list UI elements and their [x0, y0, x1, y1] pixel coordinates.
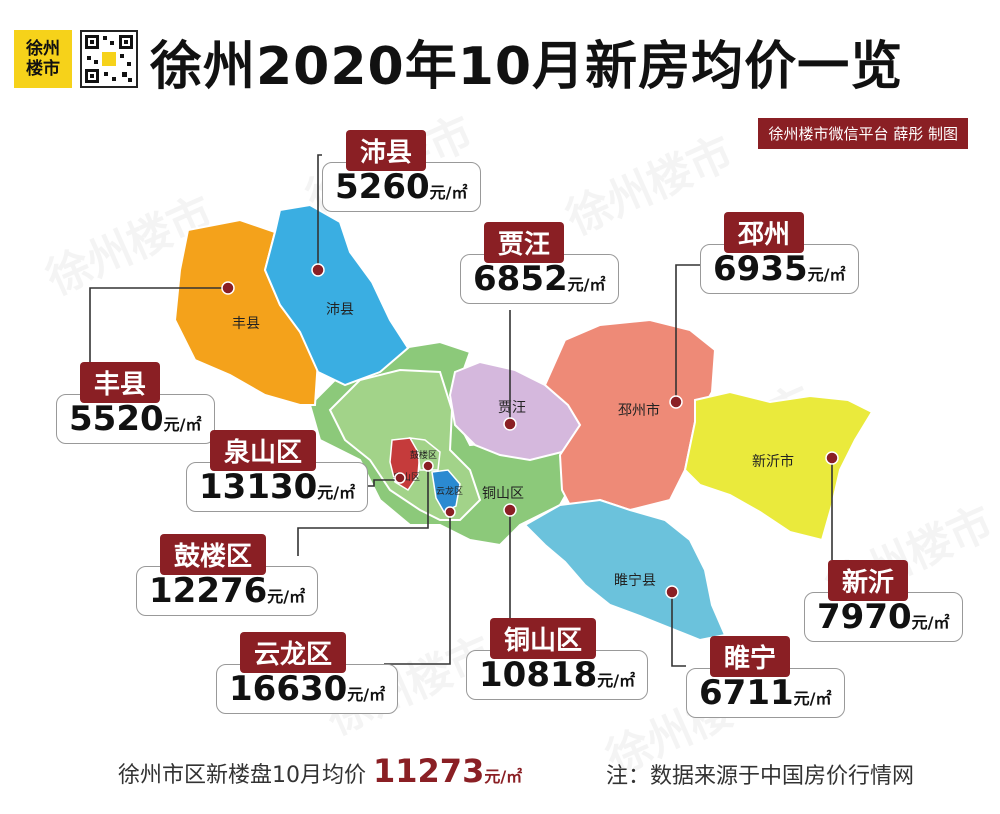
price-unit: 元/㎡ — [793, 689, 832, 708]
district-tag: 鼓楼区 — [160, 534, 267, 575]
leader-line-peixian — [317, 154, 322, 270]
footer-prefix: 徐州市区新楼盘10月均价 — [118, 763, 366, 788]
region-pizhou — [543, 318, 717, 517]
leader-line-suining — [671, 592, 686, 667]
page-title: 徐州2020年10月新房均价一览 — [150, 37, 904, 97]
marker-pizhou — [669, 395, 683, 409]
footer-average: 徐州市区新楼盘10月均价 11273元/㎡ — [118, 752, 522, 790]
region-peixian — [263, 203, 410, 387]
map-label-gulou: 鼓楼区 — [410, 449, 437, 461]
price-value: 7970 — [817, 597, 912, 637]
price-unit: 元/㎡ — [597, 671, 636, 690]
price-unit: 元/㎡ — [317, 483, 356, 502]
logo-line2: 楼市 — [26, 59, 60, 79]
price-value: 16630 — [229, 669, 348, 709]
marker-quanshan — [394, 472, 406, 484]
average-price: 11273 — [373, 752, 485, 790]
price-value: 5260 — [335, 167, 430, 207]
price-value: 5520 — [69, 399, 164, 439]
leader-line-fengxian — [89, 287, 228, 378]
district-tag: 云龙区 — [240, 632, 347, 673]
district-tag: 泉山区 — [210, 430, 317, 471]
qr-code-icon — [80, 30, 138, 88]
marker-peixian — [311, 263, 325, 277]
district-tag: 沛县 — [346, 130, 427, 171]
district-tag: 铜山区 — [490, 618, 597, 659]
price-value: 6852 — [473, 259, 568, 299]
price-unit: 元/㎡ — [567, 275, 606, 294]
price-unit: 元/㎡ — [267, 587, 306, 606]
marker-fengxian — [221, 281, 235, 295]
price-value: 13130 — [199, 467, 318, 507]
price-box: 7970元/㎡ — [804, 592, 963, 642]
price-box: 13130元/㎡ — [186, 462, 369, 512]
price-value: 6711 — [699, 673, 794, 713]
price-box: 16630元/㎡ — [216, 664, 399, 714]
map-label-jiawang: 贾汪 — [498, 400, 526, 416]
marker-jiawang — [503, 417, 517, 431]
price-value: 6935 — [713, 249, 808, 289]
map-label-suining: 睢宁县 — [614, 572, 656, 589]
leader-line-gulou — [297, 468, 429, 556]
map-label-peixian: 沛县 — [326, 302, 354, 318]
district-tag: 贾汪 — [484, 222, 565, 263]
region-gulou — [408, 437, 441, 471]
map-label-yunlong: 云龙区 — [436, 485, 463, 497]
region-suining — [523, 498, 727, 642]
marker-yunlong — [444, 506, 456, 518]
leader-line-yunlong — [384, 512, 451, 665]
source-note: 注：数据来源于中国房价行情网 — [606, 764, 915, 789]
map-label-pizhou: 邳州市 — [618, 402, 660, 419]
map-label-fengxian: 丰县 — [232, 316, 260, 332]
marker-suining — [665, 585, 679, 599]
price-unit: 元/㎡ — [911, 613, 950, 632]
marker-xinyi — [825, 451, 839, 465]
marker-tongshan — [503, 503, 517, 517]
map-label-tongshan: 铜山区 — [482, 486, 524, 502]
district-tag: 邳州 — [724, 212, 805, 253]
marker-gulou — [422, 460, 434, 472]
average-price-unit: 元/㎡ — [484, 767, 523, 786]
price-unit: 元/㎡ — [807, 265, 846, 284]
price-unit: 元/㎡ — [347, 685, 386, 704]
district-tag: 睢宁 — [710, 636, 791, 677]
district-tag: 新沂 — [828, 560, 909, 601]
brand-logo: 徐州 楼市 — [14, 30, 72, 88]
leader-line-pizhou — [675, 264, 700, 400]
district-tag: 丰县 — [80, 362, 161, 403]
price-unit: 元/㎡ — [163, 415, 202, 434]
logo-line1: 徐州 — [26, 39, 60, 59]
price-value: 10818 — [479, 655, 598, 695]
credit-badge: 徐州楼市微信平台 薛彤 制图 — [758, 118, 968, 149]
price-value: 12276 — [149, 571, 268, 611]
region-yunlong — [431, 469, 461, 513]
price-unit: 元/㎡ — [429, 183, 468, 202]
map-label-xinyi: 新沂市 — [752, 453, 794, 470]
